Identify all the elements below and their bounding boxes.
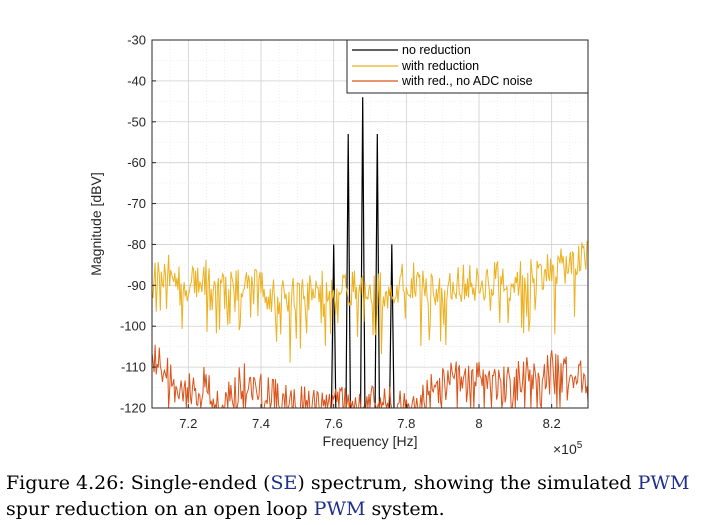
caption-mid: ) spectrum, showing the simulated (297, 472, 638, 494)
x-tick-label: 7.2 (179, 416, 197, 431)
x-tick-label: 8 (475, 416, 482, 431)
y-tick-label: -120 (120, 401, 146, 416)
caption-abbr-pwm-2[interactable]: PWM (313, 498, 366, 520)
x-exponent-base: ×10 (553, 441, 577, 457)
y-tick-label: -80 (127, 237, 146, 252)
series-line-1 (151, 240, 589, 363)
y-tick-label: -50 (127, 114, 146, 129)
legend-label-no-reduction: no reduction (402, 43, 471, 57)
x-exponent-label: ×105 (553, 440, 583, 457)
caption-abbr-pwm[interactable]: PWM (637, 472, 690, 494)
x-tick-label: 7.4 (252, 416, 270, 431)
caption-line2: spur reduction on an open loop (6, 498, 314, 520)
figure-caption: Figure 4.26: Single-ended (SE) spectrum,… (6, 470, 711, 522)
x-exponent-power: 5 (577, 440, 583, 451)
spur-peak-4 (389, 244, 395, 409)
caption-prefix: Figure 4.26: Single-ended ( (6, 472, 271, 494)
y-tick-label: -40 (127, 73, 146, 88)
spur-peak-3 (374, 133, 380, 409)
y-axis-label: Magnitude [dBV] (88, 172, 104, 276)
y-tick-label: -60 (127, 155, 146, 170)
caption-suffix: system. (365, 498, 445, 520)
spur-peak-1 (345, 133, 351, 409)
legend-label-with-reduction: with reduction (401, 59, 479, 73)
x-tick-label: 8.2 (543, 416, 561, 431)
axis-ticks: 7.2 7.4 7.6 7.8 8 8.2 -30 -40 -50 -60 -70 -80 -90 -10… (120, 33, 561, 432)
y-tick-label: -30 (127, 33, 146, 48)
x-axis-label: Frequency [Hz] (323, 433, 418, 449)
legend: no reduction with reduction with red., n… (346, 39, 589, 94)
spur-peak-0 (330, 244, 337, 409)
y-tick-label: -110 (121, 360, 146, 375)
caption-abbr-se[interactable]: SE (270, 472, 298, 494)
y-tick-label: -100 (120, 319, 146, 334)
legend-label-no-adc-noise: with red., no ADC noise (401, 74, 533, 88)
y-tick-label: -90 (127, 278, 146, 293)
x-tick-label: 7.8 (397, 416, 415, 431)
x-tick-label: 7.6 (325, 416, 343, 431)
y-tick-label: -70 (127, 196, 146, 211)
